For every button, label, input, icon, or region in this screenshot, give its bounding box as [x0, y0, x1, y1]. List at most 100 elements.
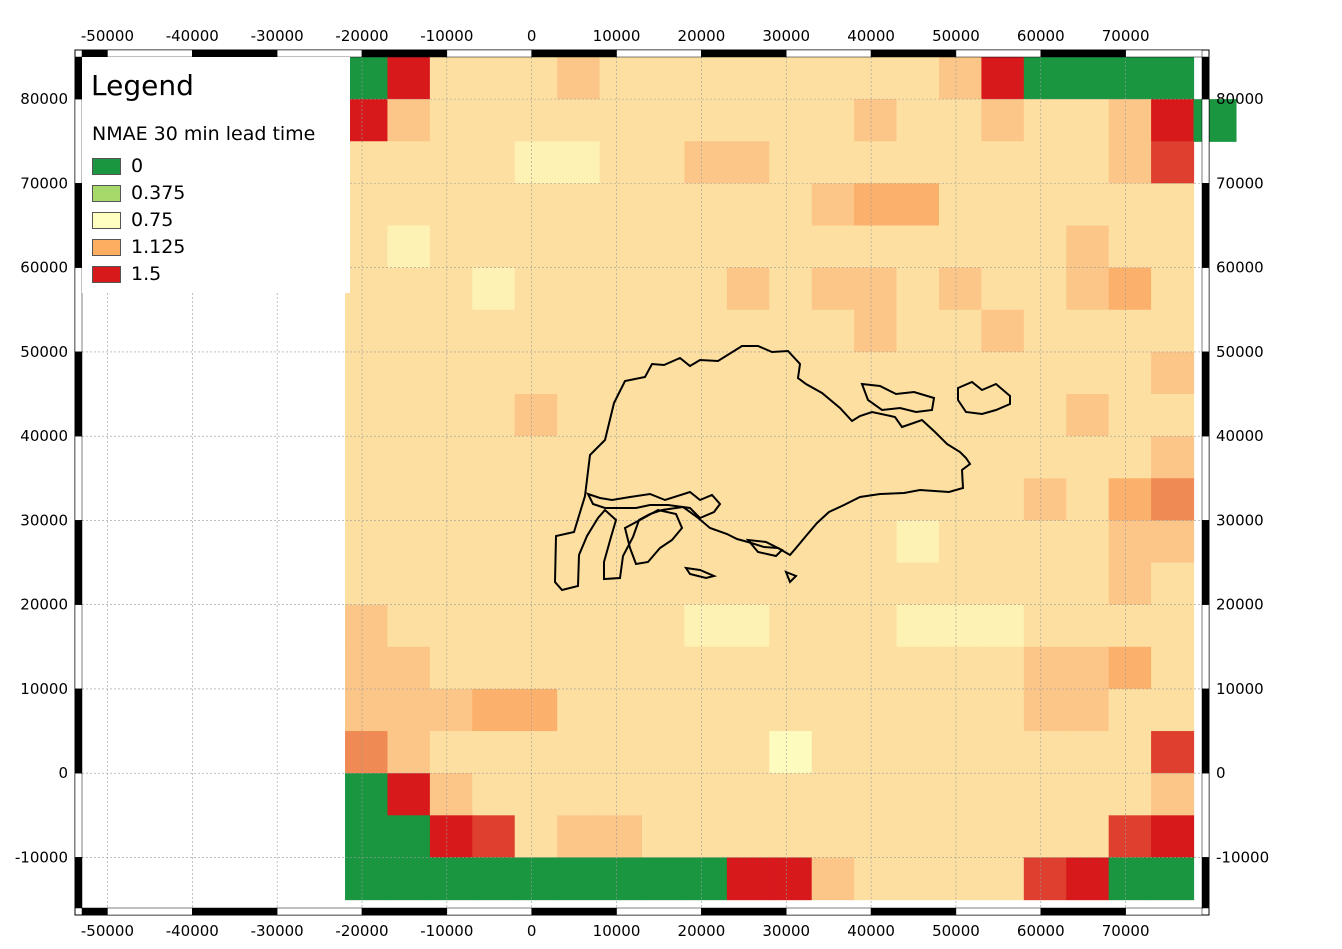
heatmap-cell: [854, 604, 898, 648]
heatmap-cell: [429, 436, 473, 479]
heatmap-cell: [854, 141, 898, 184]
y-tick-label-right: 10000: [1216, 680, 1264, 698]
heatmap-cell: [854, 99, 898, 142]
heatmap-cell: [811, 394, 855, 437]
frame-segment: [74, 688, 83, 774]
heatmap-cell: [387, 309, 431, 353]
heatmap-cell: [854, 815, 898, 859]
heatmap-cell: [769, 773, 813, 816]
heatmap-cell: [811, 225, 855, 269]
heatmap-cell: [938, 857, 982, 901]
heatmap-cell: [1108, 646, 1152, 690]
heatmap-cell: [557, 815, 601, 859]
heatmap-cell: [769, 478, 813, 522]
heatmap-cell: [1023, 351, 1067, 395]
y-tick-label-right: 80000: [1216, 90, 1264, 108]
heatmap-cell: [472, 394, 516, 437]
legend-swatch: [92, 265, 121, 283]
heatmap-cell: [811, 99, 855, 142]
heatmap-cell: [429, 225, 473, 269]
heatmap-cell: [854, 857, 898, 901]
heatmap-cell: [514, 815, 558, 859]
coastline-main: [553, 345, 972, 592]
heatmap-cell: [684, 773, 728, 816]
heatmap-cell: [726, 351, 770, 395]
x-tick-label-top: -10000: [420, 27, 473, 45]
heatmap-cell: [387, 267, 431, 311]
heatmap-cell: [429, 857, 473, 901]
heatmap-cell: [557, 394, 601, 437]
heatmap-cell: [514, 309, 558, 353]
heatmap-cell: [726, 436, 770, 479]
heatmap-cell: [345, 99, 389, 142]
heatmap-cell: [726, 267, 770, 311]
y-tick-label-right: -10000: [1216, 848, 1269, 866]
heatmap-cell: [514, 688, 558, 732]
x-tick-label-bottom: 70000: [1102, 922, 1150, 940]
heatmap-cell: [684, 688, 728, 732]
heatmap-cell: [938, 267, 982, 311]
frame-segment: [192, 907, 278, 916]
heatmap-cell: [345, 520, 389, 564]
legend-entry: 1.5: [92, 263, 161, 285]
heatmap-cell: [642, 309, 686, 353]
heatmap-cell: [514, 183, 558, 227]
heatmap-cell: [1066, 309, 1110, 353]
heatmap-cell: [854, 436, 898, 479]
heatmap-cell: [642, 57, 686, 100]
heatmap-cell: [514, 520, 558, 564]
heatmap-cell: [642, 436, 686, 479]
heatmap-cell: [811, 141, 855, 184]
heatmap-cell: [1066, 267, 1110, 311]
heatmap-cell: [557, 267, 601, 311]
heatmap-cell: [345, 604, 389, 648]
heatmap-cell: [938, 520, 982, 564]
heatmap-cell: [1108, 436, 1152, 479]
heatmap-cell: [684, 394, 728, 437]
x-tick-label-top: -50000: [81, 27, 134, 45]
frame-segment: [74, 604, 83, 690]
frame-segment: [1040, 907, 1126, 916]
heatmap-cell: [1023, 815, 1067, 859]
heatmap-cell: [896, 99, 940, 142]
heatmap-cell: [557, 731, 601, 774]
heatmap-cell: [726, 773, 770, 816]
heatmap-cell: [981, 773, 1025, 816]
heatmap-cell: [387, 688, 431, 732]
heatmap-cell: [345, 309, 389, 353]
axis-ticks: -50000 -50000 -40000 -40000 -30000 -30000 -200…: [15, 27, 1269, 940]
x-tick-label-top: 50000: [932, 27, 980, 45]
frame-segment: [1201, 183, 1210, 268]
frame-segment: [955, 49, 1042, 58]
heatmap-cell: [896, 731, 940, 774]
heatmap-cell: [726, 646, 770, 690]
frame-segment: [870, 49, 957, 58]
heatmap-cell: [642, 773, 686, 816]
heatmap-cell: [345, 394, 389, 437]
heatmap-cell: [1066, 773, 1110, 816]
heatmap-cell: [981, 183, 1025, 227]
heatmap-cell: [769, 141, 813, 184]
heatmap-cell: [769, 183, 813, 227]
heatmap-cell: [345, 183, 389, 227]
frame-segment: [955, 907, 1042, 916]
y-tick-label-right: 30000: [1216, 511, 1264, 529]
heatmap-cell: [1066, 141, 1110, 184]
heatmap-cell: [811, 773, 855, 816]
heatmap-cell: [1108, 604, 1152, 648]
heatmap-cell: [896, 141, 940, 184]
heatmap-cell: [1066, 688, 1110, 732]
heatmap-cell: [642, 394, 686, 437]
heatmap-cell: [981, 646, 1025, 690]
heatmap-cell: [472, 351, 516, 395]
heatmap-cell: [684, 57, 728, 100]
y-tick-label-left: 40000: [20, 427, 68, 445]
frame-segment: [1125, 907, 1203, 916]
heatmap-cell: [557, 773, 601, 816]
heatmap-cell: [472, 225, 516, 269]
heatmap-cell: [981, 478, 1025, 522]
heatmap-cell: [472, 183, 516, 227]
heatmap-cell: [726, 141, 770, 184]
frame-segment: [616, 49, 702, 58]
